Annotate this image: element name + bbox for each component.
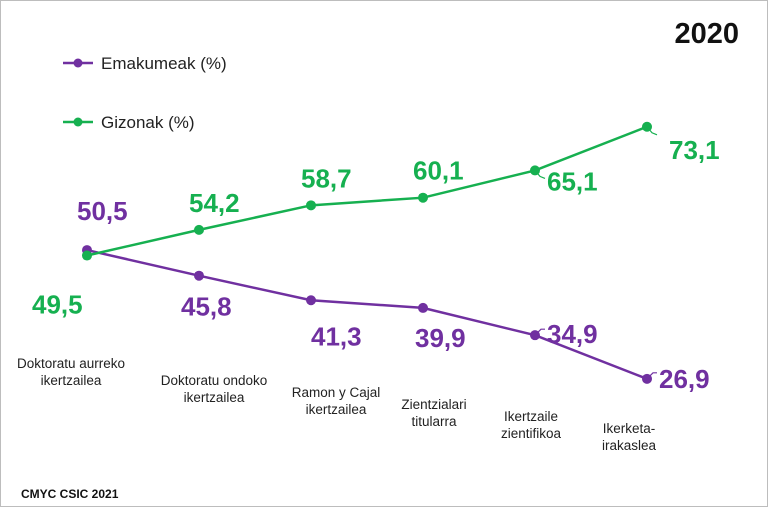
category-label: Ramon y Cajal ikertzailea — [292, 385, 381, 417]
legend-marker-women — [73, 58, 83, 68]
source-note: CMYC CSIC 2021 — [21, 487, 119, 501]
data-label: 34,9 — [547, 319, 598, 349]
chart-title: 2020 — [674, 18, 739, 50]
category-label: Ikerketa-irakaslea — [602, 421, 657, 453]
legend-label-men: Gizonak (%) — [101, 113, 195, 132]
category-label: Ikertzaile zientifikoa — [501, 409, 562, 441]
legend-label-women: Emakumeak (%) — [101, 54, 227, 73]
data-label: 45,8 — [181, 292, 232, 322]
legend: Emakumeak (%) Gizonak (%) — [63, 54, 227, 132]
series-line-0 — [86, 248, 648, 380]
data-point — [82, 250, 92, 261]
data-point — [306, 295, 316, 306]
category-label: Doktoratu ondoko ikertzailea — [161, 373, 268, 405]
data-label: 39,9 — [415, 323, 466, 353]
label-leader — [646, 126, 658, 136]
data-label: 26,9 — [659, 364, 710, 394]
data-point — [194, 270, 204, 281]
data-point — [418, 302, 428, 313]
data-label: 54,2 — [189, 188, 240, 218]
legend-marker-men — [73, 117, 83, 127]
data-label: 73,1 — [669, 135, 720, 165]
category-label: Doktoratu aurreko ikertzailea — [17, 356, 125, 388]
category-label: Zientzialari titularra — [401, 397, 466, 429]
plot-area: 50,5 45,8 41,3 39,9 34,9 26,9 49,5 54,2 58,7 60,1… — [32, 121, 720, 394]
data-point — [418, 192, 428, 203]
category-labels: Doktoratu aurreko ikertzailea Doktoratu on… — [17, 356, 657, 453]
data-point — [194, 224, 204, 235]
data-label: 50,5 — [77, 196, 128, 226]
data-point — [306, 200, 316, 211]
label-leader — [534, 170, 546, 179]
data-label: 58,7 — [301, 163, 352, 193]
label-leader — [534, 328, 545, 336]
data-label: 65,1 — [547, 166, 598, 196]
data-label: 49,5 — [32, 290, 83, 320]
series-line-1 — [86, 125, 648, 257]
data-label: 41,3 — [311, 321, 362, 351]
label-leader — [646, 372, 657, 380]
data-label: 60,1 — [413, 156, 464, 186]
